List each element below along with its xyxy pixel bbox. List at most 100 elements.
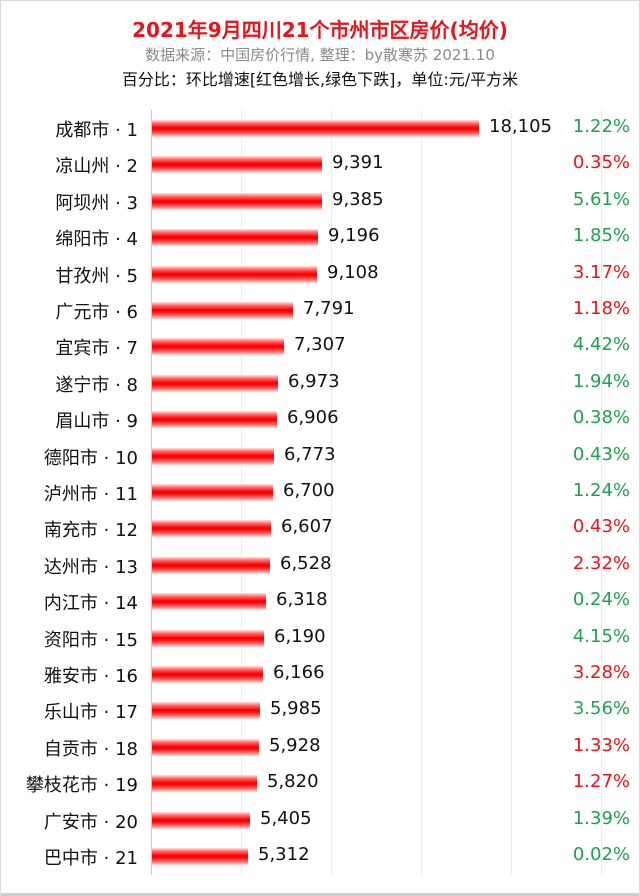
bar: [152, 848, 248, 865]
mom-change-label: 0.43%: [572, 516, 630, 538]
bar-row: 宜宾市 · 7 7,307 4.42%: [0, 328, 640, 364]
bar-row: 泸州市 · 11 6,700 1.24%: [0, 474, 640, 510]
bar-row: 达州市 · 13 6,528 2.32%: [0, 547, 640, 583]
value-label: 6,773: [284, 443, 336, 465]
bar: [152, 374, 278, 392]
bar: [152, 811, 250, 829]
mom-change-label: 1.39%: [572, 807, 630, 829]
category-label: 巴中市 · 21: [43, 848, 138, 869]
y-axis: [151, 110, 152, 875]
bar: [152, 229, 318, 247]
bar: [152, 520, 271, 538]
bar-row: 资阳市 · 15 6,190 4.15%: [0, 620, 640, 656]
mom-change-label: 1.33%: [572, 734, 630, 756]
category-label: 甘孜州 · 5: [55, 265, 138, 287]
category-label: 内江市 · 14: [43, 593, 138, 615]
bar-row: 凉山州 · 2 9,391 0.35%: [0, 146, 640, 182]
bar: [152, 738, 259, 756]
category-label: 眉山市 · 9: [55, 411, 138, 433]
value-label: 7,307: [294, 334, 346, 356]
gridline: [421, 110, 422, 875]
bar: [152, 629, 264, 647]
mom-change-label: 1.18%: [572, 298, 630, 319]
category-label: 德阳市 · 10: [43, 447, 138, 469]
mom-change-label: 1.85%: [572, 225, 630, 247]
plot-area: 成都市 · 1 18,105 1.22% 凉山州 · 2 9,391 0.35% 阿坝州 ·…: [0, 110, 640, 875]
mom-change-label: 3.17%: [572, 261, 630, 283]
mom-change-label: 1.27%: [572, 771, 630, 793]
category-label: 凉山州 · 2: [55, 156, 138, 178]
bar: [152, 302, 293, 319]
category-label: 广元市 · 6: [55, 302, 138, 323]
category-label: 雅安市 · 16: [43, 666, 138, 687]
mom-change-label: 0.24%: [572, 589, 630, 611]
category-label: 绵阳市 · 4: [55, 229, 138, 251]
category-label: 攀枝花市 · 19: [25, 775, 138, 797]
bar: [152, 593, 266, 611]
category-label: 乐山市 · 17: [43, 702, 138, 724]
bar-row: 攀枝花市 · 19 5,820 1.27%: [0, 765, 640, 801]
bar-row: 广元市 · 6 7,791 1.18%: [0, 292, 640, 328]
bar-row: 内江市 · 14 6,318 0.24%: [0, 583, 640, 619]
bar: [152, 556, 270, 574]
bar: [152, 666, 263, 683]
category-label: 南充市 · 12: [43, 520, 138, 542]
bar-row: 巴中市 · 21 5,312 0.02%: [0, 838, 640, 874]
gridline: [601, 110, 602, 875]
bar-row: 广安市 · 20 5,405 1.39%: [0, 802, 640, 838]
bar: [152, 411, 277, 429]
category-label: 达州市 · 13: [43, 556, 138, 578]
bar: [152, 265, 317, 283]
category-label: 遂宁市 · 8: [55, 374, 138, 396]
value-label: 5,820: [267, 771, 319, 793]
category-label: 广安市 · 20: [43, 811, 138, 833]
mom-change-label: 1.22%: [572, 116, 630, 137]
value-label: 5,928: [269, 734, 321, 756]
value-label: 9,391: [332, 152, 384, 174]
bar-row: 自贡市 · 18 5,928 1.33%: [0, 729, 640, 765]
bar: [152, 192, 322, 210]
category-label: 泸州市 · 11: [43, 484, 138, 505]
bar-row: 南充市 · 12 6,607 0.43%: [0, 510, 640, 546]
bar-row: 甘孜州 · 5 9,108 3.17%: [0, 256, 640, 292]
mom-change-label: 0.02%: [572, 844, 630, 865]
bar-row: 眉山市 · 9 6,906 0.38%: [0, 401, 640, 437]
bar: [152, 702, 260, 720]
value-label: 9,196: [328, 225, 380, 247]
mom-change-label: 0.38%: [572, 407, 630, 429]
mom-change-label: 0.43%: [572, 443, 630, 465]
bar: [152, 338, 284, 356]
value-label: 6,906: [287, 407, 339, 429]
value-label: 5,312: [258, 844, 310, 865]
value-label: 6,700: [283, 480, 335, 501]
bar: [152, 120, 479, 137]
value-label: 6,528: [280, 552, 332, 574]
value-label: 6,973: [288, 370, 340, 392]
mom-change-label: 1.94%: [572, 370, 630, 392]
mom-change-label: 4.15%: [572, 625, 630, 647]
bar-row: 绵阳市 · 4 9,196 1.85%: [0, 219, 640, 255]
bar-row: 阿坝州 · 3 9,385 5.61%: [0, 183, 640, 219]
gridline: [511, 110, 512, 875]
category-label: 成都市 · 1: [55, 120, 138, 141]
value-label: 6,607: [281, 516, 333, 538]
bar-row: 乐山市 · 17 5,985 3.56%: [0, 692, 640, 728]
data-source: 数据来源：中国房价行情, 整理：by散寒苏 2021.10: [145, 46, 495, 64]
value-label: 6,190: [274, 625, 326, 647]
value-label: 5,405: [260, 807, 312, 829]
chart-title: 2021年9月四川21个市州市区房价(均价): [132, 18, 508, 42]
bar-row: 遂宁市 · 8 6,973 1.94%: [0, 365, 640, 401]
bar-row: 成都市 · 1 18,105 1.22%: [0, 110, 640, 146]
legend-note: 百分比：环比增速[红色增长,绿色下跌]，单位:元/平方米: [121, 70, 519, 89]
mom-change-label: 0.35%: [572, 152, 630, 174]
value-label: 9,108: [327, 261, 379, 283]
bar: [152, 447, 274, 465]
mom-change-label: 2.32%: [572, 552, 630, 574]
category-label: 阿坝州 · 3: [55, 192, 138, 214]
bar: [152, 156, 322, 174]
value-label: 6,318: [276, 589, 328, 611]
value-label: 7,791: [303, 298, 355, 319]
value-label: 9,385: [332, 188, 384, 210]
category-label: 宜宾市 · 7: [55, 338, 138, 360]
